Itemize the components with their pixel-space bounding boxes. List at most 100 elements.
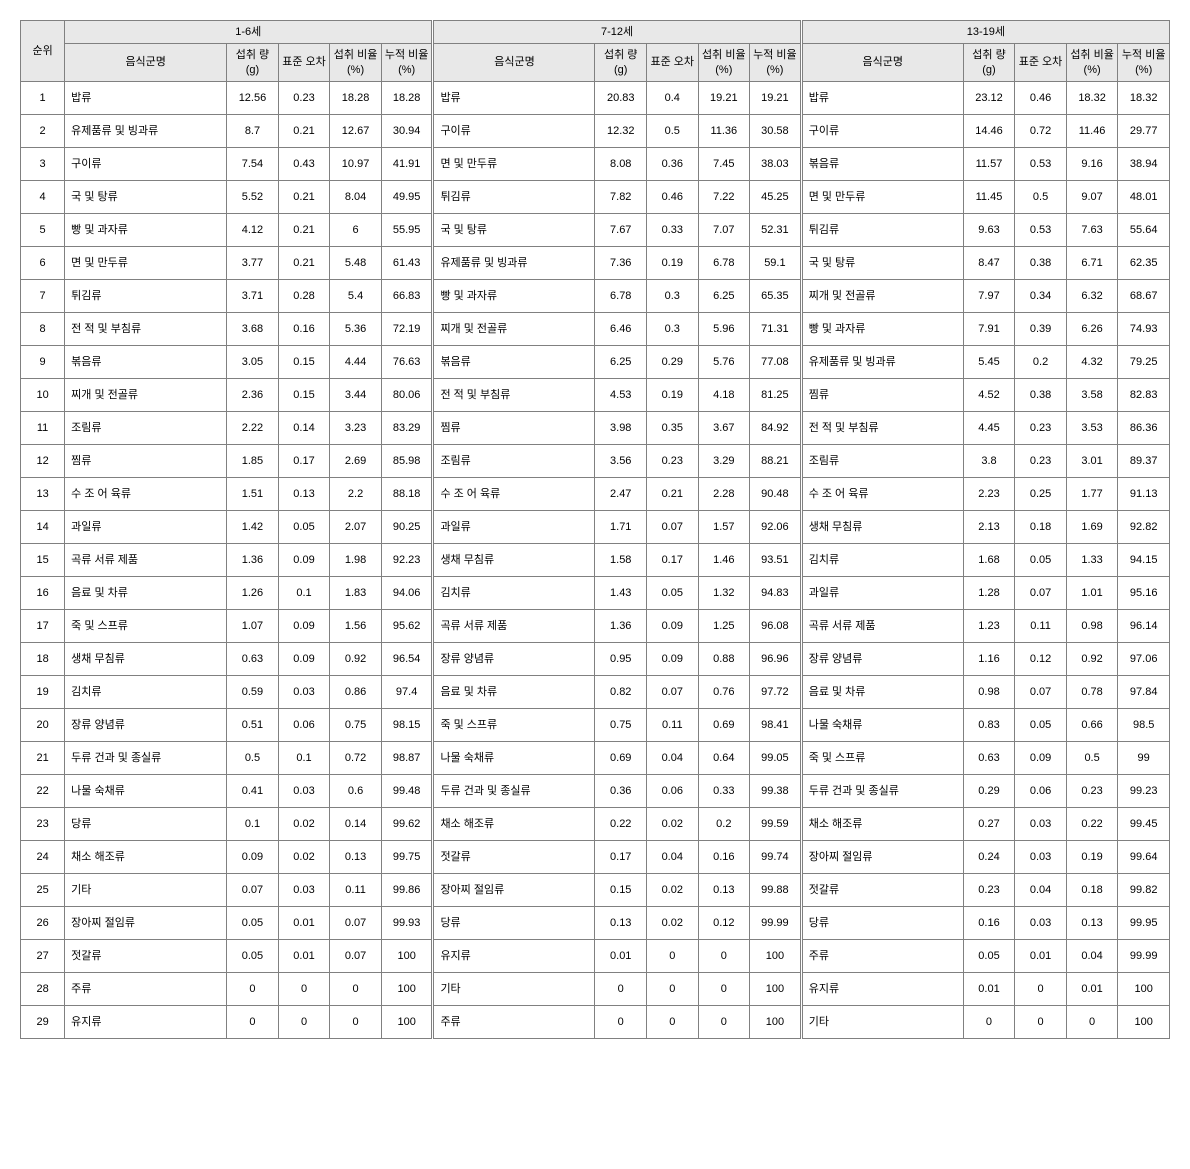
cell-name: 장아찌 절임류 [65,906,227,939]
cell-name: 볶음류 [801,147,963,180]
table-row: 3구이류7.540.4310.9741.91면 및 만두류8.080.367.4… [21,147,1170,180]
cell-value: 2 [21,114,65,147]
cell-value: 0.25 [1015,477,1067,510]
cell-name: 밥류 [65,81,227,114]
cell-name: 과일류 [65,510,227,543]
cell-name: 조림류 [433,444,595,477]
cell-value: 0.98 [963,675,1015,708]
cell-value: 0.05 [227,939,279,972]
cell-value: 99.86 [381,873,433,906]
cell-value: 4.52 [963,378,1015,411]
table-row: 9볶음류3.050.154.4476.63볶음류6.250.295.7677.0… [21,345,1170,378]
cell-value: 6.71 [1066,246,1118,279]
cell-value: 96.14 [1118,609,1170,642]
cell-value: 0.05 [647,576,699,609]
cell-value: 3.56 [595,444,647,477]
cell-value: 1.58 [595,543,647,576]
cell-value: 0 [647,972,699,1005]
cell-value: 2.2 [330,477,382,510]
cell-name: 전 적 및 부침류 [433,378,595,411]
cell-value: 0.09 [227,840,279,873]
cell-value: 0.5 [1066,741,1118,774]
cell-value: 94.06 [381,576,433,609]
cell-value: 0.04 [1066,939,1118,972]
cell-value: 0 [330,972,382,1005]
cell-value: 0.22 [595,807,647,840]
cell-value: 0.59 [227,675,279,708]
cell-value: 8 [21,312,65,345]
cell-value: 61.43 [381,246,433,279]
cell-value: 0 [698,972,750,1005]
cell-value: 7.45 [698,147,750,180]
cell-value: 0.19 [647,246,699,279]
cell-value: 5.96 [698,312,750,345]
cell-name: 전 적 및 부침류 [65,312,227,345]
cell-value: 19.21 [698,81,750,114]
cell-name: 젓갈류 [433,840,595,873]
cell-name: 전 적 및 부침류 [801,411,963,444]
table-row: 14과일류1.420.052.0790.25과일류1.710.071.5792.… [21,510,1170,543]
cell-value: 0.11 [330,873,382,906]
cell-value: 5.52 [227,180,279,213]
table-row: 13수 조 어 육류1.510.132.288.18수 조 어 육류2.470.… [21,477,1170,510]
cell-name: 국 및 탕류 [801,246,963,279]
cell-value: 0.29 [963,774,1015,807]
cell-value: 0.18 [1015,510,1067,543]
cell-value: 0 [227,972,279,1005]
header-intake: 섭취 량 (g) [227,44,279,82]
cell-value: 0.03 [1015,807,1067,840]
header-name: 음식군명 [801,44,963,82]
cell-name: 찜류 [65,444,227,477]
cell-value: 0.07 [1015,576,1067,609]
cell-value: 0.29 [647,345,699,378]
cell-value: 10.97 [330,147,382,180]
cell-value: 7.82 [595,180,647,213]
cell-value: 100 [1118,1005,1170,1038]
cell-value: 0.01 [595,939,647,972]
cell-value: 0.21 [278,213,330,246]
cell-name: 음료 및 차류 [801,675,963,708]
cell-value: 0.05 [227,906,279,939]
cell-name: 구이류 [801,114,963,147]
header-cum: 누적 비율 (%) [381,44,433,82]
cell-value: 1.71 [595,510,647,543]
cell-name: 장아찌 절임류 [433,873,595,906]
cell-name: 과일류 [433,510,595,543]
cell-name: 밥류 [433,81,595,114]
cell-value: 11.46 [1066,114,1118,147]
header-ratio: 섭취 비율 (%) [330,44,382,82]
cell-value: 1.98 [330,543,382,576]
cell-name: 죽 및 스프류 [65,609,227,642]
header-sd: 표준 오차 [278,44,330,82]
cell-value: 0.35 [647,411,699,444]
cell-value: 0.04 [647,840,699,873]
cell-value: 7 [21,279,65,312]
cell-value: 0.19 [1066,840,1118,873]
cell-value: 100 [750,939,802,972]
cell-name: 생채 무침류 [801,510,963,543]
cell-value: 90.25 [381,510,433,543]
cell-name: 채소 해조류 [65,840,227,873]
cell-value: 2.28 [698,477,750,510]
cell-name: 유제품류 및 빙과류 [65,114,227,147]
table-row: 12찜류1.850.172.6985.98조림류3.560.233.2988.2… [21,444,1170,477]
cell-value: 0.16 [963,906,1015,939]
cell-value: 0.4 [647,81,699,114]
cell-value: 0.63 [227,642,279,675]
cell-value: 0.38 [1015,246,1067,279]
cell-value: 9 [21,345,65,378]
cell-value: 0.36 [595,774,647,807]
cell-value: 0.1 [278,576,330,609]
cell-value: 12.67 [330,114,382,147]
cell-name: 빵 및 과자류 [65,213,227,246]
cell-name: 장류 양념류 [433,642,595,675]
cell-value: 98.15 [381,708,433,741]
table-row: 23당류0.10.020.1499.62채소 해조류0.220.020.299.… [21,807,1170,840]
header-sd: 표준 오차 [647,44,699,82]
cell-value: 0.1 [227,807,279,840]
cell-name: 유제품류 및 빙과류 [433,246,595,279]
cell-value: 3.53 [1066,411,1118,444]
header-intake: 섭취 량 (g) [595,44,647,82]
cell-value: 0.07 [330,939,382,972]
cell-value: 38.94 [1118,147,1170,180]
